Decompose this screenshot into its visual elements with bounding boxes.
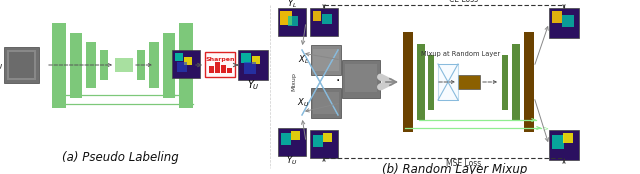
Bar [252, 56, 260, 64]
Bar [562, 15, 574, 27]
Bar [149, 42, 159, 88]
Bar [241, 53, 251, 63]
Bar [524, 32, 534, 132]
Bar [86, 42, 96, 88]
Bar [7, 50, 36, 80]
Bar [549, 130, 579, 160]
Bar [175, 53, 183, 61]
Text: $\cdot$: $\cdot$ [335, 72, 340, 86]
Bar [438, 64, 458, 100]
Text: $Y_U$: $Y_U$ [246, 78, 259, 92]
Bar [311, 88, 341, 118]
Text: Sharpen: Sharpen [205, 57, 235, 61]
Bar [291, 131, 300, 140]
Text: $X_L$: $X_L$ [298, 54, 309, 66]
Bar [137, 50, 145, 80]
Bar [227, 68, 232, 73]
Bar [115, 58, 133, 72]
Bar [313, 11, 321, 21]
Text: CE Loss: CE Loss [449, 0, 479, 4]
Text: $X_U$: $X_U$ [297, 97, 309, 109]
Text: Mixup at Random Layer: Mixup at Random Layer [421, 51, 500, 57]
Bar [552, 11, 562, 23]
Bar [221, 65, 226, 73]
Bar [4, 47, 39, 83]
Bar [313, 135, 323, 147]
Bar [280, 11, 292, 25]
Bar [288, 16, 298, 26]
Bar [310, 8, 338, 36]
Bar [549, 8, 579, 38]
Bar [417, 44, 425, 120]
Bar [458, 75, 480, 89]
Bar [552, 135, 564, 149]
Bar [100, 50, 108, 80]
Bar [244, 62, 256, 74]
Bar [172, 50, 200, 78]
Bar [322, 14, 332, 24]
Bar [278, 8, 306, 36]
Text: >: > [542, 125, 548, 131]
Bar [512, 44, 520, 120]
Text: $X_U$: $X_U$ [0, 58, 3, 72]
Bar [205, 52, 235, 77]
Bar [310, 130, 338, 158]
Bar [163, 33, 175, 97]
Bar [238, 50, 268, 80]
Bar [177, 62, 187, 72]
Bar [345, 64, 377, 92]
Text: $Y_L$: $Y_L$ [287, 0, 297, 10]
Bar [502, 54, 508, 109]
Bar [209, 66, 214, 73]
Bar [311, 45, 341, 75]
Text: (b) Random Layer Mixup: (b) Random Layer Mixup [382, 164, 528, 174]
Bar [9, 52, 34, 78]
Bar [323, 133, 332, 142]
Bar [184, 57, 192, 65]
Text: Mixup: Mixup [291, 73, 296, 92]
Bar [52, 22, 66, 108]
Bar [563, 133, 573, 143]
Bar [278, 128, 306, 156]
Text: MSE Loss: MSE Loss [446, 159, 482, 168]
Text: $Y_U$: $Y_U$ [286, 155, 298, 167]
Bar [313, 92, 339, 114]
Bar [179, 22, 193, 108]
Bar [313, 49, 339, 71]
Bar [403, 32, 413, 132]
Bar [428, 54, 434, 109]
Bar [342, 60, 380, 98]
Bar [70, 33, 82, 97]
Bar [215, 62, 220, 73]
Bar [281, 133, 291, 145]
Text: (a) Pseudo Labeling: (a) Pseudo Labeling [61, 152, 179, 164]
